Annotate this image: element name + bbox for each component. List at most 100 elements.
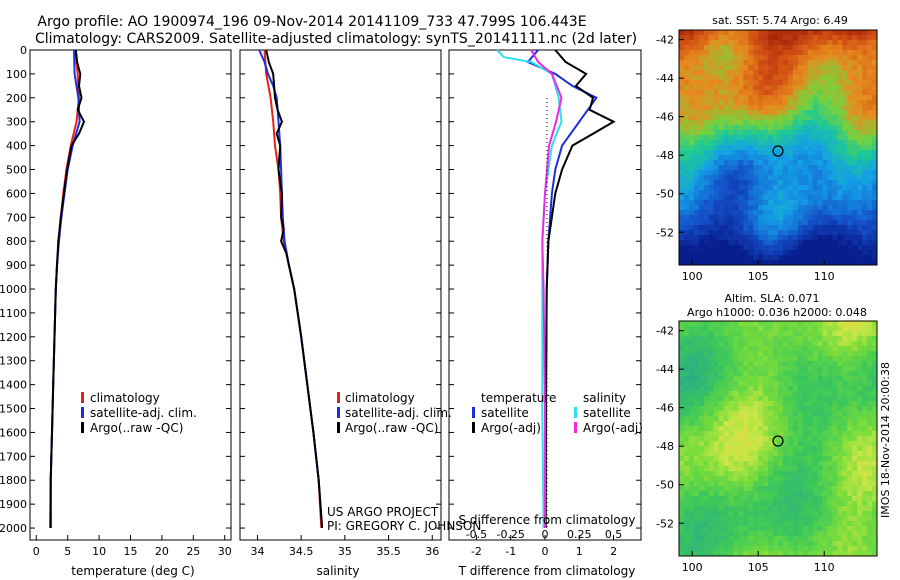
map-pixel xyxy=(867,531,873,537)
map-pixel xyxy=(773,230,779,236)
map-pixel xyxy=(872,75,878,81)
map-pixel xyxy=(688,536,695,542)
map-pixel xyxy=(688,260,695,266)
map-pixel xyxy=(867,421,873,427)
map-pixel xyxy=(862,230,868,236)
map-pixel xyxy=(862,40,868,46)
map-pixel xyxy=(738,451,744,457)
map-pixel xyxy=(792,200,799,206)
map-pixel xyxy=(763,125,769,131)
map-pixel xyxy=(733,461,739,467)
map-pixel xyxy=(847,45,853,51)
map-pixel xyxy=(688,541,695,547)
map-pixel xyxy=(723,481,729,487)
map-pixel xyxy=(797,376,804,382)
map-pixel xyxy=(787,341,794,347)
map-pixel xyxy=(693,175,700,181)
map-pixel xyxy=(693,170,700,176)
map-pixel xyxy=(778,381,784,387)
map-pixel xyxy=(688,531,695,537)
map-pixel xyxy=(748,451,754,457)
map-pixel xyxy=(817,426,823,432)
map-pixel xyxy=(792,205,799,211)
map-pixel xyxy=(758,541,764,547)
map-pixel xyxy=(703,346,710,352)
map-pixel xyxy=(703,396,710,402)
map-pixel xyxy=(817,421,823,427)
map-pixel xyxy=(723,235,729,241)
map-pixel xyxy=(792,336,799,342)
map-pixel xyxy=(768,105,774,111)
map-pixel xyxy=(847,250,853,256)
map-pixel xyxy=(852,260,858,266)
map-pixel xyxy=(872,240,878,246)
map-pixel xyxy=(842,366,848,372)
map-pixel xyxy=(817,60,823,66)
map-pixel xyxy=(837,551,843,557)
map-pixel xyxy=(872,406,878,412)
map-pixel xyxy=(693,95,700,101)
map-pixel xyxy=(718,30,724,36)
map-pixel xyxy=(728,35,734,41)
map-pixel xyxy=(857,255,863,261)
map-pixel xyxy=(748,90,754,96)
map-pixel xyxy=(768,145,774,151)
map-pixel xyxy=(698,35,705,41)
map-pixel xyxy=(753,436,759,442)
map-pixel xyxy=(733,30,739,36)
map-pixel xyxy=(872,456,878,462)
map-pixel xyxy=(807,416,814,422)
map-pixel xyxy=(842,210,848,216)
map-pixel xyxy=(827,386,833,392)
map-pixel xyxy=(683,511,690,517)
map-pixel xyxy=(797,155,804,161)
map-pixel xyxy=(753,110,759,116)
map-pixel xyxy=(693,431,700,437)
map-pixel xyxy=(847,536,853,542)
map-pixel xyxy=(822,391,828,397)
map-pixel xyxy=(688,336,695,342)
map-pixel xyxy=(768,346,774,352)
map-pixel xyxy=(758,105,764,111)
map-pixel xyxy=(797,461,804,467)
map-pixel xyxy=(733,496,739,502)
map-pixel xyxy=(718,60,724,66)
map-pixel xyxy=(768,391,774,397)
map-pixel xyxy=(817,90,823,96)
map-pixel xyxy=(718,255,724,261)
map-pixel xyxy=(748,401,754,407)
map-pixel xyxy=(683,371,690,377)
map-pixel xyxy=(778,491,784,497)
map-pixel xyxy=(773,366,779,372)
map-pixel xyxy=(862,245,868,251)
map-pixel xyxy=(728,531,734,537)
map-pixel xyxy=(688,235,695,241)
map-pixel xyxy=(748,95,754,101)
map-pixel xyxy=(852,406,858,412)
map-pixel xyxy=(847,546,853,552)
map-pixel xyxy=(703,466,710,472)
map-pixel xyxy=(867,551,873,557)
map-pixel xyxy=(837,366,843,372)
map-pixel xyxy=(817,45,823,51)
map-pixel xyxy=(872,215,878,221)
map-pixel xyxy=(683,105,690,111)
map-pixel xyxy=(728,391,734,397)
map-pixel xyxy=(782,240,789,246)
map-pixel xyxy=(743,321,749,327)
map-pixel xyxy=(723,536,729,542)
map-pixel xyxy=(713,175,719,181)
map-pixel xyxy=(773,516,779,522)
map-pixel xyxy=(713,511,719,517)
map-pixel xyxy=(837,456,843,462)
map-pixel xyxy=(773,401,779,407)
map-pixel xyxy=(748,120,754,126)
map-pixel xyxy=(763,546,769,552)
map-pixel xyxy=(807,506,814,512)
map-pixel xyxy=(827,215,833,221)
map-pixel xyxy=(792,50,799,56)
map-pixel xyxy=(748,341,754,347)
map-pixel xyxy=(693,526,700,532)
map-pixel xyxy=(802,416,809,422)
map-pixel xyxy=(807,160,814,166)
